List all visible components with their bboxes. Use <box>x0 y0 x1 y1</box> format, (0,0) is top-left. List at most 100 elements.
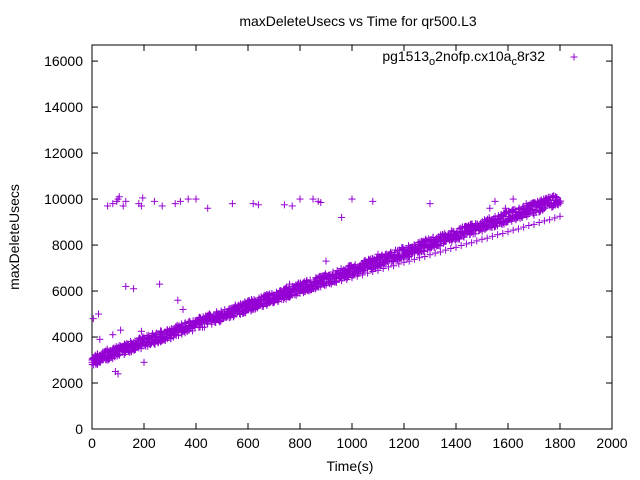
data-point <box>426 200 434 208</box>
data-point <box>275 295 283 303</box>
data-point <box>405 257 413 265</box>
data-point <box>119 342 127 350</box>
data-point <box>436 248 444 256</box>
data-point <box>504 228 512 236</box>
data-point <box>187 322 195 330</box>
x-tick-label: 2000 <box>596 435 627 451</box>
data-point <box>122 282 130 290</box>
x-tick-label: 800 <box>288 435 312 451</box>
data-point <box>286 280 294 288</box>
data-point <box>296 289 304 297</box>
data-point <box>384 263 392 271</box>
data-point <box>551 214 559 222</box>
data-point <box>488 232 496 240</box>
data-point <box>218 310 226 318</box>
data-point <box>400 258 408 266</box>
data-point <box>96 335 104 343</box>
data-point <box>438 234 446 242</box>
data-point <box>228 309 236 317</box>
data-point <box>93 361 101 369</box>
data-point <box>528 205 536 213</box>
data-point <box>332 278 340 286</box>
data-point <box>395 260 403 268</box>
data-point <box>471 230 479 238</box>
data-point <box>338 277 346 285</box>
data-point <box>483 234 491 242</box>
data-point <box>239 307 247 315</box>
data-point <box>270 299 278 307</box>
data-point <box>130 347 138 355</box>
data-point <box>494 231 502 239</box>
legend-marker-symbol <box>570 53 578 61</box>
data-point <box>473 237 481 245</box>
data-point <box>124 340 132 348</box>
data-point <box>122 197 130 205</box>
data-point <box>280 201 288 209</box>
data-point <box>179 305 187 313</box>
legend-label-part: 2nofp.cx10a <box>435 48 511 64</box>
x-tick-label: 1200 <box>388 435 419 451</box>
x-tick-label: 400 <box>184 435 208 451</box>
data-point <box>499 230 507 238</box>
data-point <box>546 216 554 224</box>
data-point <box>491 197 499 205</box>
data-point <box>509 226 517 234</box>
data-point <box>288 202 296 210</box>
data-point <box>291 290 299 298</box>
data-point <box>150 332 158 340</box>
data-point <box>117 326 125 334</box>
data-point <box>358 271 366 279</box>
data-point <box>455 225 463 233</box>
data-point <box>176 197 184 205</box>
data-point <box>379 265 387 273</box>
data-point <box>130 285 138 293</box>
data-point <box>553 194 561 202</box>
data-point <box>204 204 212 212</box>
legend-label-part: 8r32 <box>517 48 545 64</box>
data-point <box>285 293 293 301</box>
data-point <box>364 269 372 277</box>
data-point <box>114 343 122 351</box>
legend-label-part: pg1513 <box>382 48 429 64</box>
x-tick-label: 600 <box>236 435 260 451</box>
data-point <box>317 199 325 207</box>
data-point <box>360 266 368 274</box>
data-point <box>161 329 169 337</box>
data-point <box>374 266 382 274</box>
data-point <box>520 223 528 231</box>
data-point <box>514 225 522 233</box>
data-point <box>89 315 97 323</box>
data-point <box>171 326 179 334</box>
data-point <box>156 331 164 339</box>
y-tick-label: 16000 <box>44 53 83 69</box>
data-point <box>174 296 182 304</box>
legend-label-subscript: c <box>511 56 517 68</box>
y-tick-label: 2000 <box>52 375 83 391</box>
data-point <box>431 249 439 257</box>
data-point <box>137 327 145 335</box>
legend-label-subscript: o <box>429 56 435 68</box>
y-tick-label: 12000 <box>44 145 83 161</box>
data-point <box>374 250 382 258</box>
x-tick-label: 1800 <box>544 435 575 451</box>
data-point <box>223 311 231 319</box>
data-point <box>455 235 463 243</box>
data-point <box>309 195 317 203</box>
data-point <box>254 201 262 209</box>
data-point <box>338 213 346 221</box>
data-point <box>244 299 252 307</box>
data-point <box>452 234 460 242</box>
data-point <box>139 194 147 202</box>
data-point <box>130 339 138 347</box>
data-point <box>530 220 538 228</box>
data-point <box>447 244 455 252</box>
data-point <box>119 202 127 210</box>
data-point <box>442 246 450 254</box>
data-point <box>280 294 288 302</box>
data-point <box>522 200 530 208</box>
data-point <box>192 195 200 203</box>
data-point <box>501 204 509 212</box>
legend: pg1513o2nofp.cx10ac8r32 <box>382 48 578 68</box>
data-point <box>249 303 257 311</box>
